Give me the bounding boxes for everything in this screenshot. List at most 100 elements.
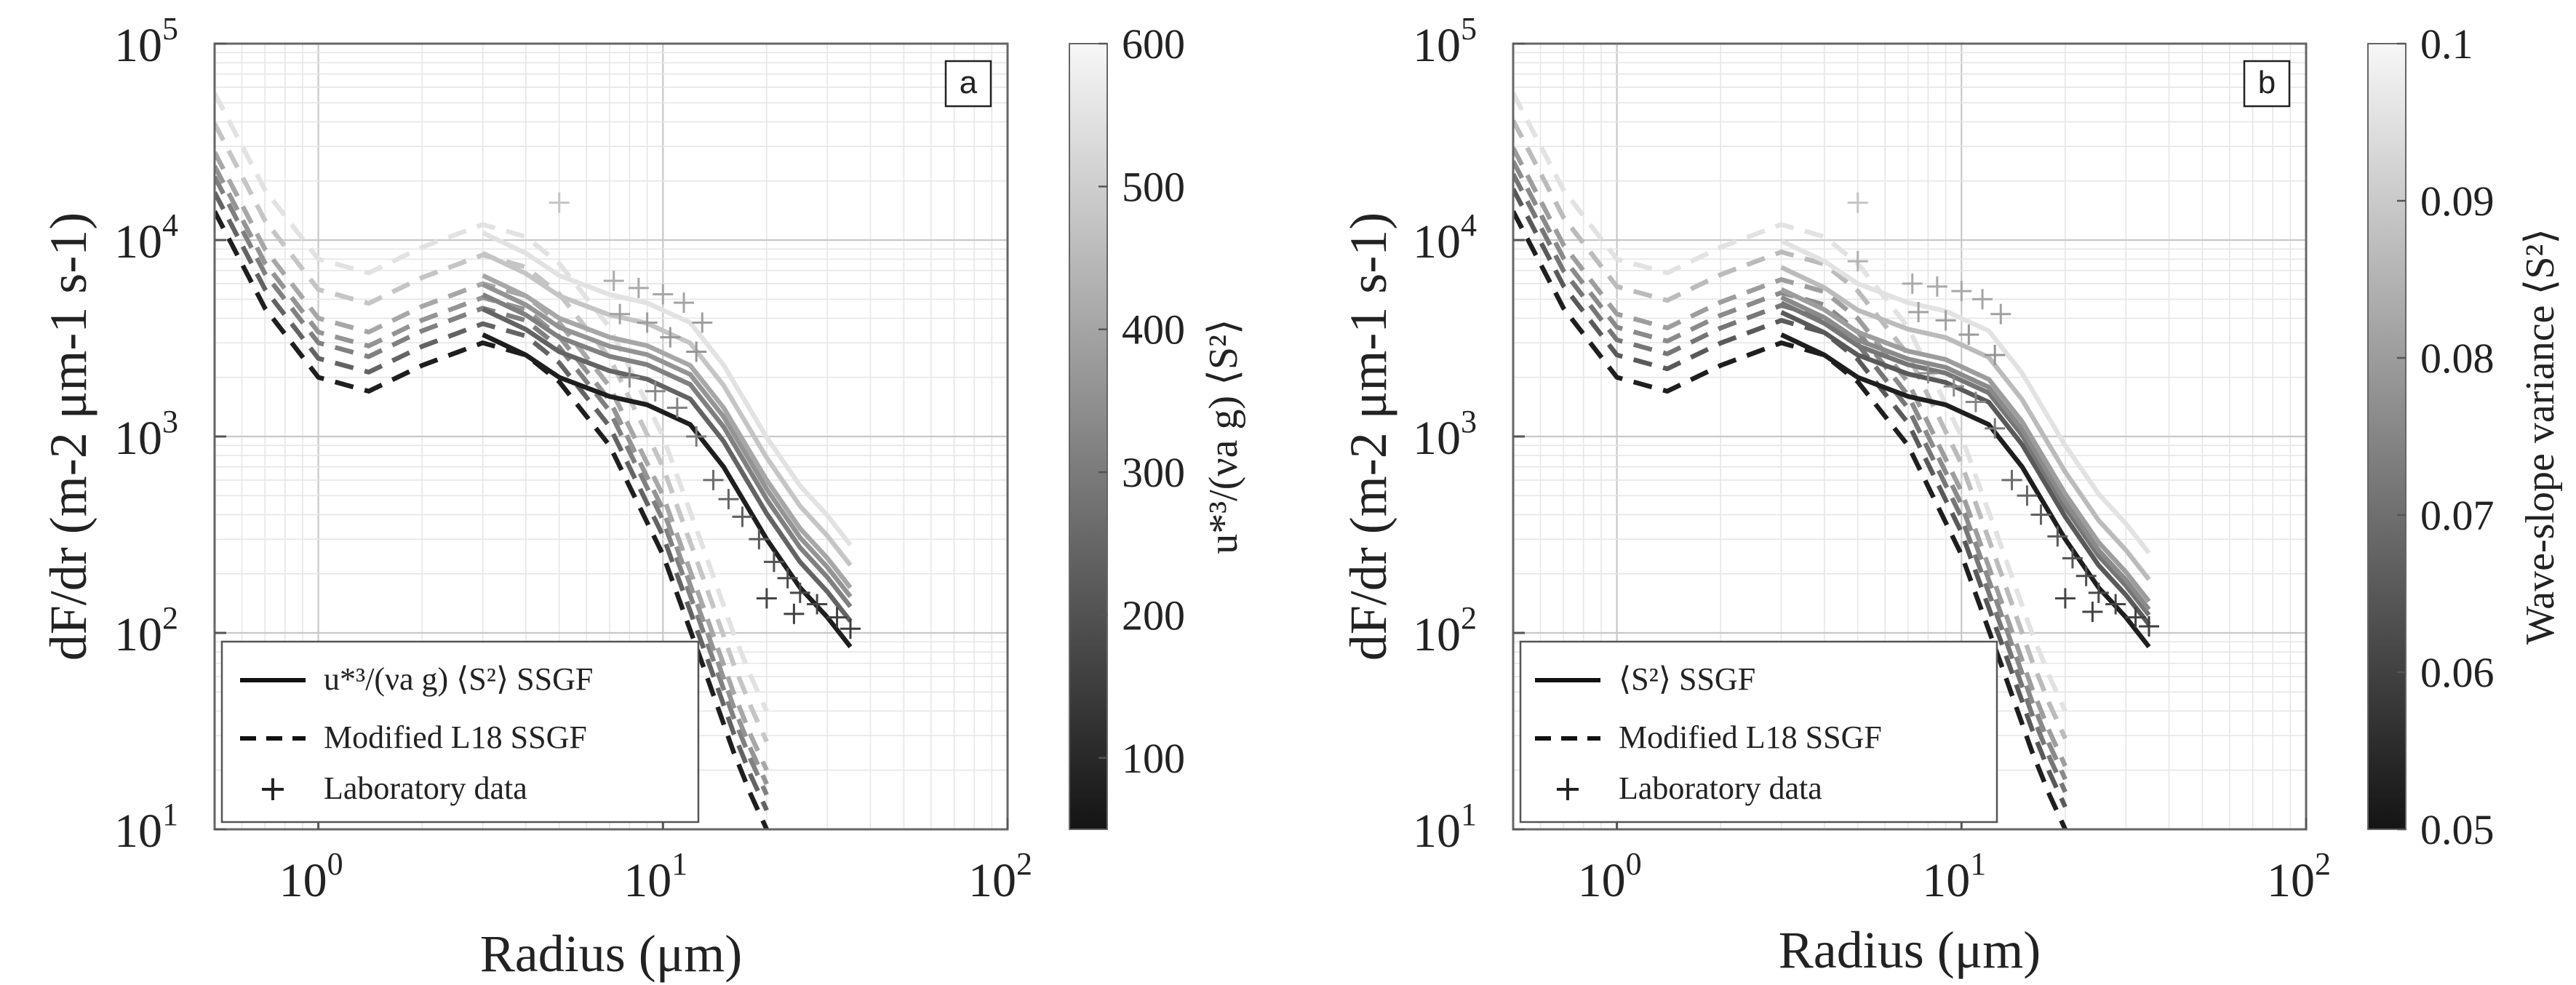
lab-data-point [1918, 363, 1939, 384]
lab-data-point [807, 594, 828, 615]
colorbar-tick-label: 600 [1122, 20, 1185, 68]
legend-dashed-label: Modified L18 SSGF [324, 719, 587, 755]
l18-ssgf-line [215, 164, 769, 786]
lab-data-point [1847, 192, 1868, 213]
panel-b-label: b [2258, 65, 2276, 100]
lab-data-point [549, 192, 570, 213]
lab-data-point [1908, 301, 1929, 322]
x-tick-label: 102 [2267, 846, 2331, 907]
panel-b-colorbar-label: Wave-slope variance ⟨S²⟩ [2518, 228, 2563, 645]
lab-data-point [628, 277, 649, 298]
lab-data-point [2030, 504, 2051, 525]
lab-data-point [789, 582, 810, 603]
lab-data-point [2017, 485, 2038, 506]
l18-ssgf-line [1513, 147, 2067, 767]
ssgf-line [482, 306, 853, 623]
y-tick-label: 104 [1413, 207, 1477, 268]
lab-data-point [1943, 376, 1964, 397]
ssgf-line [1780, 287, 2151, 603]
lab-data-point [610, 303, 631, 324]
panel-a-y-axis-label: dF/dr (m-2 μm-1 s-1) [39, 212, 97, 661]
panel-b-ssgf-lines [1780, 239, 2151, 649]
ssgf-line [1780, 332, 2151, 649]
lab-data-point [2001, 469, 2022, 490]
panel-b-lab-points [1847, 192, 2160, 637]
colorbar-tick-label: 500 [1122, 163, 1185, 210]
panel-b-colorbar: 0.05 0.06 0.07 0.08 0.09 0.1 Wave-slope varia… [2367, 20, 2563, 853]
panel-b-x-axis-label: Radius (μm) [1779, 921, 2041, 979]
lab-data-point [718, 489, 739, 510]
lab-data-point [1990, 303, 2011, 324]
ssgf-line [1780, 310, 2151, 626]
lab-data-point [826, 607, 848, 628]
lab-data-point [1926, 276, 1947, 297]
lab-data-point [756, 588, 777, 609]
ssgf-line [482, 231, 853, 547]
lab-data-point [1972, 289, 1993, 310]
legend-solid-label: ⟨S²⟩ SSGF [1619, 661, 1755, 697]
y-tick-label: 101 [1413, 797, 1477, 858]
ssgf-line [1780, 265, 2151, 581]
colorbar-tick-label: 0.05 [2420, 806, 2495, 853]
panel-a-colorbar: 100 200 300 400 500 600 u*³/(νa g) ⟨S²⟩ [1069, 20, 1246, 830]
y-tick-label: 103 [114, 404, 178, 465]
lab-data-point [2075, 565, 2097, 586]
panel-b-y-axis-label: dF/dr (m-2 μm-1 s-1) [1339, 212, 1397, 661]
y-tick-label: 104 [114, 207, 178, 268]
lab-data-point [840, 618, 861, 639]
lab-data-point [763, 551, 784, 573]
y-tick-label: 102 [114, 600, 178, 661]
ssgf-line [482, 332, 853, 649]
ssgf-line [1780, 239, 2151, 555]
panel-a-legend: u*³/(νa g) ⟨S²⟩ SSGF Modified L18 SSGF +… [220, 640, 700, 824]
lab-data-point [603, 271, 624, 292]
x-tick-label: 100 [279, 846, 343, 907]
lab-data-point [660, 327, 681, 348]
colorbar-tick-label: 0.06 [2420, 649, 2495, 696]
l18-ssgf-line [1513, 119, 2067, 740]
lab-data-point [2125, 607, 2146, 628]
lab-data-point [692, 312, 713, 333]
x-tick-label: 101 [623, 846, 687, 907]
y-tick-label: 103 [1413, 404, 1477, 465]
lab-data-point [2054, 588, 2075, 609]
lab-data-point [732, 506, 753, 527]
legend-marker-label: Laboratory data [324, 770, 527, 806]
l18-ssgf-line [215, 92, 769, 712]
lab-data-point [645, 380, 666, 402]
lab-data-point [1902, 273, 1923, 294]
l18-ssgf-line [215, 191, 769, 812]
panel-b-x-ticks: 100 101 102 [1578, 818, 2331, 907]
lab-data-point [674, 292, 695, 314]
lab-data-point [1847, 251, 1868, 272]
colorbar-tick-label: 0.09 [2420, 178, 2495, 225]
lab-data-point [686, 426, 707, 447]
lab-data-point [666, 397, 687, 418]
lab-data-point [2062, 548, 2083, 569]
panel-b-legend: ⟨S²⟩ SSGF Modified L18 SSGF + Laboratory… [1519, 640, 1998, 824]
lab-data-point [1935, 310, 1956, 331]
lab-data-point [2047, 526, 2068, 547]
ssgf-line [482, 251, 853, 567]
panel-a-colorbar-label: u*³/(νa g) ⟨S²⟩ [1201, 319, 1246, 554]
x-tick-label: 100 [1578, 846, 1642, 907]
panel-a-colorbar-ticks: 100 200 300 400 500 600 [1098, 20, 1185, 782]
lab-data-point [1985, 344, 2006, 365]
panel-a-colorbar-bar [1069, 43, 1108, 830]
y-tick-label: 101 [114, 797, 178, 858]
legend-dashed-label: Modified L18 SSGF [1619, 719, 1882, 755]
lab-data-point [619, 367, 640, 388]
panel-b-y-ticks: 101 102 103 104 105 [1413, 11, 1525, 858]
lab-data-point [637, 312, 658, 333]
legend-marker-swatch: + [258, 768, 287, 809]
l18-ssgf-line [215, 175, 769, 796]
ssgf-line [482, 282, 853, 599]
panel-a-lab-points [549, 192, 861, 639]
legend-marker-label: Laboratory data [1619, 770, 1822, 806]
panel-a-ssgf-lines [482, 231, 853, 649]
lab-data-point [2139, 615, 2160, 637]
panel-b-label-box: b [2243, 60, 2291, 108]
y-tick-label: 102 [1413, 600, 1477, 661]
y-tick-label: 105 [114, 11, 178, 72]
